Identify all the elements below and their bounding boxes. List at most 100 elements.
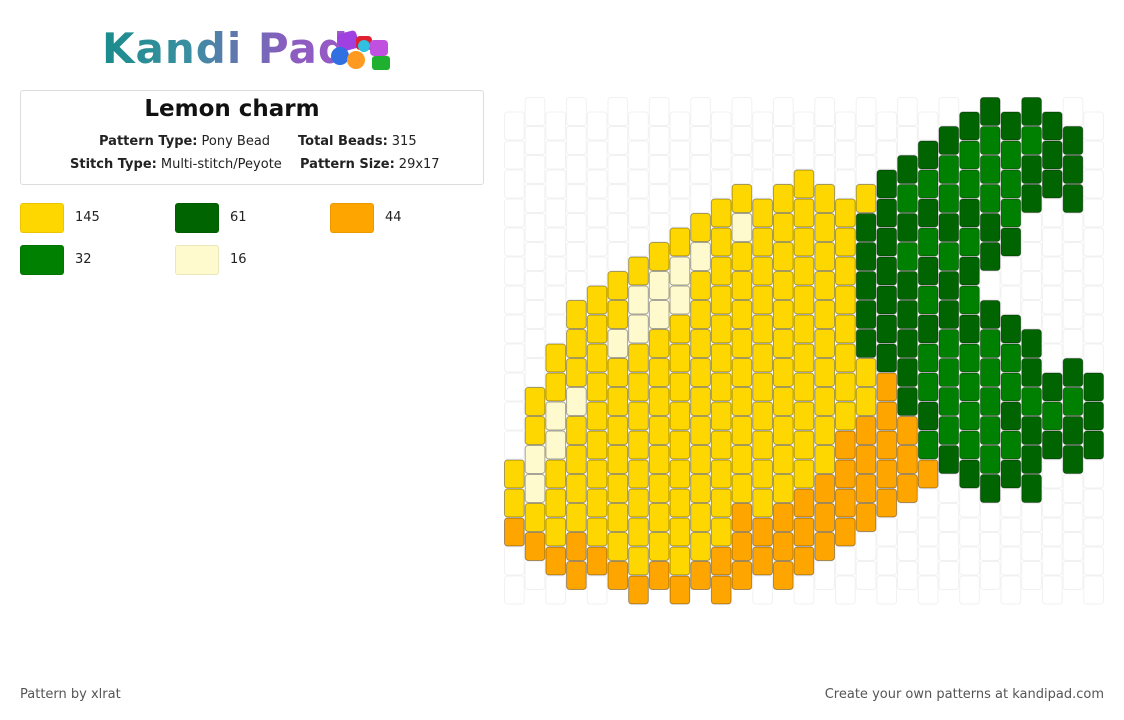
empty-bead [917,575,939,605]
empty-bead [690,126,711,155]
empty-bead [876,546,898,576]
empty-bead [607,184,629,213]
bead [628,546,649,576]
bead [959,227,980,257]
empty-bead [938,561,960,590]
empty-bead [1041,343,1063,373]
bead [938,445,960,474]
bead [648,300,670,329]
bead [566,561,587,590]
empty-bead [607,126,629,155]
bead [814,300,836,329]
bead [752,401,773,431]
bead [566,474,587,503]
bead [586,430,608,460]
bead [1062,184,1084,213]
bead [545,546,567,576]
empty-bead [1062,300,1084,329]
bead [1000,372,1022,402]
bead [1000,401,1022,431]
empty-bead [566,126,587,155]
empty-bead [855,126,877,155]
empty-bead [752,140,773,170]
empty-bead [1083,314,1105,344]
bead [586,517,608,547]
bead [876,198,898,228]
empty-bead [1062,213,1084,242]
bead [731,329,753,358]
empty-bead [772,97,794,126]
value: Pony Bead [201,134,271,149]
bead [876,314,898,344]
bead [876,285,898,315]
empty-bead [504,227,525,257]
bead [835,401,856,431]
bead [607,503,629,532]
empty-bead [1083,227,1105,257]
empty-bead [566,155,587,184]
bead [566,329,587,358]
bead [752,517,773,547]
bead [1000,111,1022,141]
empty-bead [566,271,587,300]
empty-bead [1083,343,1105,373]
bead [690,300,711,329]
empty-bead [1062,532,1084,561]
value: 29x17 [398,157,440,172]
bead [793,256,815,286]
bead [793,401,815,431]
label: Pattern Size: [300,157,395,172]
empty-bead [545,198,567,228]
bead [1041,111,1063,141]
empty-bead [1041,198,1063,228]
bead [876,401,898,431]
empty-bead [545,575,567,605]
bead [979,126,1001,155]
bead [876,430,898,460]
bead [710,372,732,402]
empty-bead [752,111,773,141]
empty-bead [648,213,670,242]
bead [772,242,794,271]
empty-bead [545,314,567,344]
empty-bead [731,97,753,126]
bead [793,517,815,547]
empty-bead [835,140,856,170]
bead [1000,314,1022,344]
bead [814,503,836,532]
empty-bead [586,227,608,257]
bead [835,430,856,460]
color-count: 145 [75,210,100,225]
bead [938,242,960,271]
bead [566,445,587,474]
empty-bead [524,242,546,271]
bead [855,184,877,213]
bead [814,474,836,503]
bead [1062,358,1084,387]
bead [566,387,587,416]
empty-bead [504,314,525,344]
empty-bead [1083,575,1105,605]
bead [793,227,815,257]
bead [648,387,670,416]
empty-bead [545,111,567,141]
bead [938,358,960,387]
empty-bead [917,546,939,576]
empty-bead [1041,285,1063,315]
empty-bead [710,111,732,141]
empty-bead [1000,285,1022,315]
bead [731,271,753,300]
bead [669,459,691,489]
bead [1083,430,1105,460]
bead [1021,358,1042,387]
bead [731,561,753,590]
bead [607,300,629,329]
bead [524,416,546,445]
info-box [20,90,484,185]
bead [917,285,939,315]
bead [545,488,567,518]
bead [876,488,898,518]
empty-bead [897,126,918,155]
bead [669,372,691,402]
